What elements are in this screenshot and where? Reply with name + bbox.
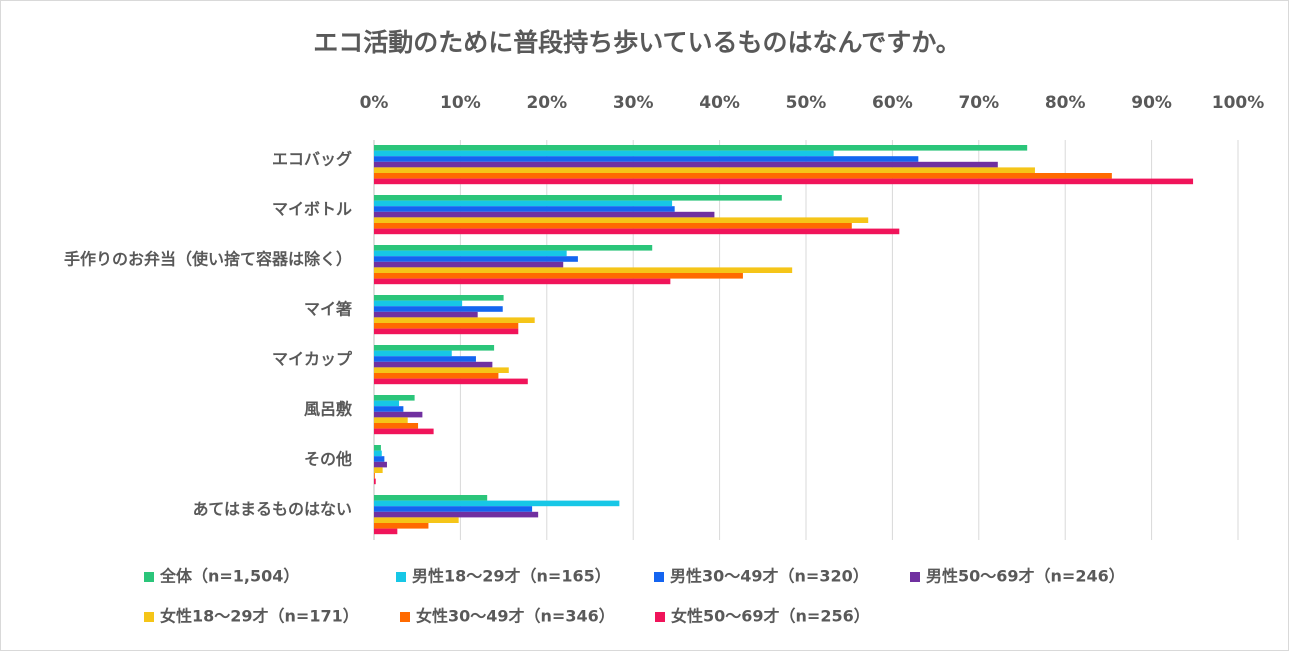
bar <box>374 295 504 301</box>
x-tick-label: 20% <box>526 93 567 113</box>
bar <box>374 350 452 357</box>
bar <box>374 300 463 307</box>
bar <box>374 523 429 529</box>
bar <box>374 245 653 251</box>
legend-label: 女性50～69才（n=256） <box>671 607 870 626</box>
bar <box>374 400 400 407</box>
bar <box>374 167 1035 173</box>
bar <box>374 195 782 201</box>
legend-swatch <box>655 612 665 622</box>
bar <box>374 506 533 512</box>
x-tick-label: 70% <box>958 93 999 113</box>
legend-swatch <box>144 612 154 622</box>
bar <box>374 311 478 318</box>
legend-label: 女性18～29才（n=171） <box>160 607 359 626</box>
y-tick-label: マイボトル <box>272 200 352 219</box>
bar <box>374 228 900 235</box>
bar <box>374 395 415 401</box>
bar <box>374 411 423 418</box>
x-tick-label: 10% <box>440 93 481 113</box>
bar <box>374 461 387 468</box>
x-tick-label: 100% <box>1212 93 1265 113</box>
x-tick-label: 40% <box>699 93 740 113</box>
bar <box>374 250 567 257</box>
bar <box>374 417 408 423</box>
x-tick-label: 60% <box>872 93 913 113</box>
bar <box>374 256 578 262</box>
bar <box>374 478 376 485</box>
bar <box>374 473 375 479</box>
legend-label: 女性30～49才（n=346） <box>416 607 615 626</box>
bar <box>374 273 743 279</box>
chart-title: エコ活動のために普段持ち歩いているものはなんですか。 <box>313 28 961 57</box>
bar <box>374 361 493 368</box>
bar <box>374 150 834 157</box>
bar <box>374 517 459 523</box>
bar <box>374 423 419 429</box>
x-tick-label: 50% <box>786 93 827 113</box>
bar <box>374 467 383 473</box>
legend-label: 男性30～49才（n=320） <box>670 567 869 586</box>
x-tick-label: 80% <box>1045 93 1086 113</box>
x-tick-label: 0% <box>360 93 389 113</box>
bar <box>374 173 1112 179</box>
bar <box>374 261 564 268</box>
bar <box>374 178 1194 185</box>
y-tick-label: マイ箸 <box>304 300 352 319</box>
bar <box>374 161 998 168</box>
bar <box>374 528 398 535</box>
bar <box>374 367 509 373</box>
bar <box>374 500 620 507</box>
legend-swatch <box>910 572 920 582</box>
y-tick-label: エコバッグ <box>272 150 352 169</box>
bar <box>374 450 382 457</box>
bar <box>374 328 519 335</box>
x-tick-label: 30% <box>613 93 654 113</box>
x-tick-label: 90% <box>1131 93 1172 113</box>
bar <box>374 378 528 385</box>
bar <box>374 217 869 223</box>
legend-swatch <box>396 572 406 582</box>
legend-label: 男性50～69才（n=246） <box>926 567 1125 586</box>
bar <box>374 200 673 207</box>
bar <box>374 306 503 312</box>
bar <box>374 428 434 435</box>
bar <box>374 156 919 162</box>
bar <box>374 511 539 518</box>
legend-swatch <box>400 612 410 622</box>
y-tick-label: 風呂敷 <box>304 400 353 419</box>
bar <box>374 345 495 351</box>
legend-label: 全体（n=1,504） <box>159 567 299 586</box>
bar <box>374 495 488 501</box>
legend-swatch <box>144 572 154 582</box>
bar <box>374 445 381 451</box>
bar <box>374 373 499 379</box>
bar <box>374 406 404 412</box>
bar <box>374 223 852 229</box>
y-tick-label: マイカップ <box>272 350 353 369</box>
y-tick-label: 手作りのお弁当（使い捨て容器は除く） <box>64 250 352 269</box>
bar <box>374 267 793 273</box>
bar <box>374 356 476 362</box>
bar <box>374 317 535 323</box>
bar <box>374 456 385 462</box>
bar <box>374 206 675 212</box>
legend-label: 男性18～29才（n=165） <box>412 567 611 586</box>
y-tick-label: あてはまるものはない <box>193 500 352 519</box>
y-tick-label: その他 <box>304 450 352 469</box>
bar <box>374 278 671 285</box>
bar <box>374 323 519 329</box>
bar <box>374 145 1028 151</box>
bar <box>374 211 715 218</box>
legend-swatch <box>654 572 664 582</box>
